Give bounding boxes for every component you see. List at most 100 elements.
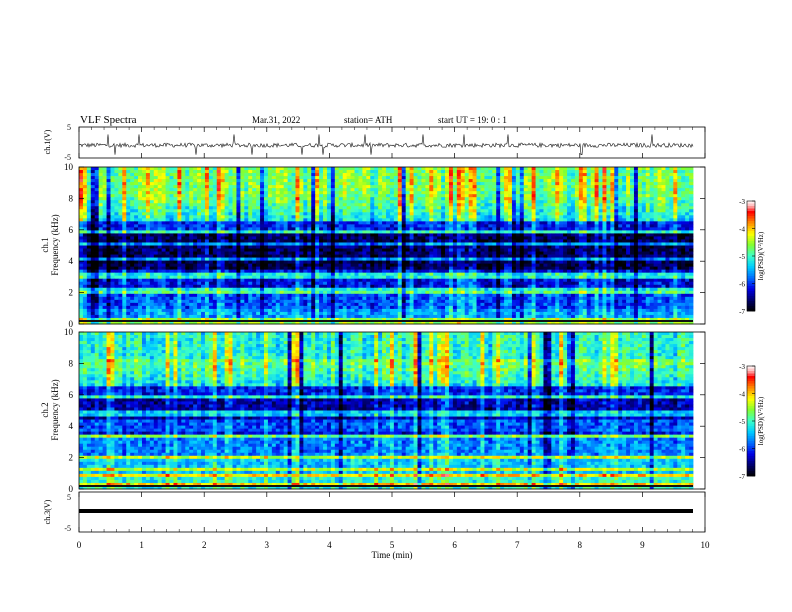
1-spectrogram-cell [559,257,564,261]
1-spectrogram-cell [330,185,336,189]
1-spectrogram-cell [287,209,292,213]
1-spectrogram-cell [334,176,340,180]
1-spectrogram-cell [476,200,481,204]
1-spectrogram-cell [578,212,584,216]
1-spectrogram-cell [86,230,92,234]
1-spectrogram-cell [102,191,107,195]
1-spectrogram-cell [653,203,658,207]
1-spectrogram-cell [567,170,572,174]
1-spectrogram-cell [220,200,226,204]
1-spectrogram-cell [448,179,454,183]
1-spectrogram-cell [197,248,202,252]
1-spectrogram-cell [252,197,257,201]
1-spectrogram-cell [370,233,375,237]
1-spectrogram-cell [224,200,229,204]
1-spectrogram-cell [582,251,588,255]
1-spectrogram-cell [622,206,627,210]
1-spectrogram-cell [441,203,446,207]
1-spectrogram-cell [173,230,178,234]
1-spectrogram-cell [130,254,135,258]
1-spectrogram-cell [334,242,340,246]
1-spectrogram-cell [118,254,123,258]
1-spectrogram-cell [437,248,442,252]
1-spectrogram-cell [590,206,596,210]
1-spectrogram-cell [342,176,348,180]
1-spectrogram-cell [460,185,466,189]
1-spectrogram-cell [374,194,379,198]
1-spectrogram-cell [189,176,194,180]
1-spectrogram-cell [252,233,257,237]
1-spectrogram-cell [342,200,348,204]
1-spectrogram-cell [657,182,662,186]
1-spectrogram-cell [279,218,285,222]
1-spectrogram-cell [138,194,143,198]
1-spectrogram-cell [220,209,226,213]
1-spectrogram-cell [252,221,257,225]
1-spectrogram-cell [252,194,257,198]
1-spectrogram-cell [279,221,285,225]
1-spectrogram-cell [323,203,328,207]
1-spectrogram-cell [275,242,281,246]
1-spectrogram-cell [118,260,123,265]
1-spectrogram-cell [445,224,450,228]
1-spectrogram-cell [193,182,198,186]
1-spectrogram-cell [122,194,127,198]
1-spectrogram-cell [86,260,92,265]
1-spectrogram-cell [189,188,194,192]
1-spectrogram-cell [240,236,245,240]
1-spectrogram-cell [484,242,489,246]
1-spectrogram-cell [618,182,623,186]
1-spectrogram-cell [185,191,190,195]
1-spectrogram-cell [689,248,694,252]
1-spectrogram-cell [354,215,359,219]
1-spectrogram-cell [271,215,277,219]
1-spectrogram-cell [519,227,525,231]
1-spectrogram-cell [452,230,458,234]
1-spectrogram-cell [197,221,202,225]
1-spectrogram-cell [417,215,422,219]
1-spectrogram-cell [448,170,454,174]
1-spectrogram-cell [338,197,344,201]
1-spectrogram-cell [641,260,647,265]
1-spectrogram-cell [212,239,218,243]
1-spectrogram-cell [102,176,107,180]
1-spectrogram-cell [519,194,525,198]
1-spectrogram-cell [161,239,166,243]
1-spectrogram-cell [169,182,174,186]
1-spectrogram-cell [464,188,470,192]
1-spectrogram-cell [578,188,584,192]
1-spectrogram-cell [358,182,363,186]
1-spectrogram-cell [208,200,214,204]
1-spectrogram-cell [669,206,674,210]
1-spectrogram-cell [578,257,584,261]
1-spectrogram-cell [653,200,658,204]
1-spectrogram-cell [299,218,304,222]
1-spectrogram-cell [437,203,442,207]
1-spectrogram-cell [610,233,615,237]
1-spectrogram-cell [145,221,151,225]
1-spectrogram-cell [515,239,521,243]
1-spectrogram-cell [645,185,651,189]
1-spectrogram-cell [240,254,245,258]
1-spectrogram-cell [260,251,265,255]
1-spectrogram-cell [181,245,186,249]
1-spectrogram-cell [551,236,556,240]
1-spectrogram-cell [598,176,603,180]
1-spectrogram-cell [181,191,186,195]
1-spectrogram-cell [334,257,340,261]
1-spectrogram-cell [689,194,694,198]
1-spectrogram-cell [630,194,635,198]
1-spectrogram-cell [326,179,332,183]
1-spectrogram-cell [401,209,407,213]
1-spectrogram-cell [504,173,509,177]
1-spectrogram-cell [480,197,485,201]
1-spectrogram-cell [539,230,544,234]
1-spectrogram-cell [79,221,84,225]
1-spectrogram-cell [673,188,678,192]
1-spectrogram-cell [527,248,533,252]
1-spectrogram-cell [362,203,367,207]
1-spectrogram-cell [279,188,285,192]
1-spectrogram-cell [630,200,635,204]
1-spectrogram-cell [602,227,607,231]
1-spectrogram-cell [393,254,399,258]
